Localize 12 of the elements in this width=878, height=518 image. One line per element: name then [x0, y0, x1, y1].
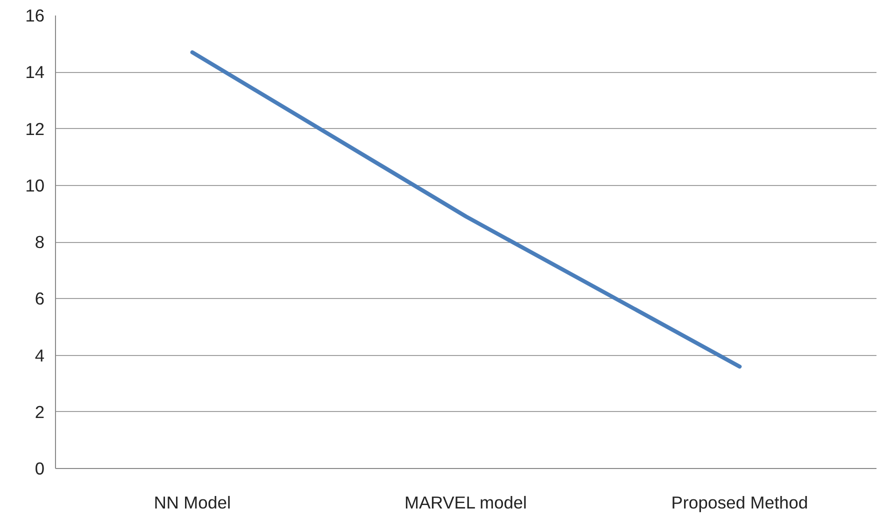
- y-tick-label: 10: [25, 175, 45, 196]
- y-tick-label: 4: [34, 345, 45, 366]
- y-tick-label: 14: [25, 62, 45, 82]
- x-tick-label: Proposed Method: [671, 492, 808, 512]
- y-tick-label: 16: [25, 6, 45, 26]
- y-tick-label: 2: [34, 402, 45, 422]
- y-tick-label: 6: [34, 288, 45, 309]
- x-tick-label: MARVEL model: [404, 492, 527, 512]
- x-tick-label: NN Model: [154, 492, 231, 512]
- y-tick-label: 0: [34, 458, 45, 478]
- y-tick-label: 12: [25, 118, 45, 139]
- y-tick-label: 8: [34, 232, 45, 252]
